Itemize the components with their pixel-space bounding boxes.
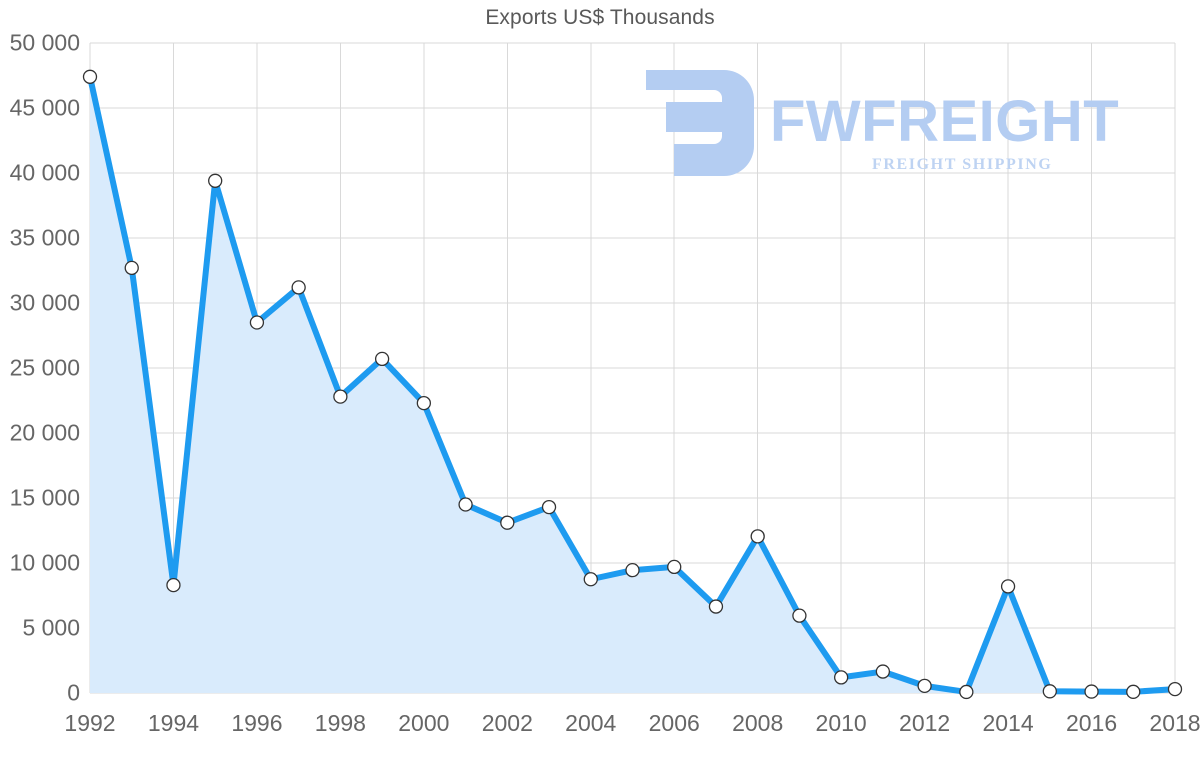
- data-point-marker[interactable]: 2007: 6650: [708, 599, 724, 614]
- y-axis-tick-label: 30 000: [9, 289, 80, 316]
- x-axis-tick-label: 2010: [815, 710, 867, 736]
- data-point-marker[interactable]: 2004: 8750: [583, 572, 598, 587]
- y-axis-tick-label: 35 000: [9, 224, 80, 251]
- data-point-marker[interactable]: 2005: 9450: [625, 563, 640, 578]
- data-point-markers[interactable]: 1992: 47400 1993: 32700 1994: 8300 1995: 39…: [82, 69, 1183, 700]
- data-point-marker[interactable]: 1994: 8300: [166, 577, 181, 593]
- data-point-marker[interactable]: 2002: 13100: [500, 515, 515, 530]
- x-axis-tick-label: 1992: [64, 710, 116, 736]
- data-point-marker[interactable]: 2001: 14500: [458, 497, 473, 512]
- y-axis-tick-label: 15 000: [9, 484, 80, 511]
- data-point-marker[interactable]: 1997: 31200: [291, 280, 306, 295]
- data-point-marker[interactable]: 2012: 550: [917, 678, 932, 693]
- data-point-marker[interactable]: 2013: 80: [959, 684, 974, 700]
- chart-title: Exports US$ Thousands: [485, 6, 715, 29]
- data-point-marker[interactable]: 2010: 1200: [834, 670, 849, 685]
- data-point-marker[interactable]: 2009: 5950: [792, 608, 807, 623]
- x-axis-tick-label: 2014: [982, 710, 1034, 736]
- data-point-marker[interactable]: 1999: 25700: [374, 351, 390, 367]
- x-axis-tick-label: 1998: [314, 710, 366, 736]
- data-point-marker[interactable]: 1992: 47400: [82, 69, 98, 84]
- data-point-marker[interactable]: 1993: 32700: [124, 260, 139, 276]
- data-point-marker[interactable]: 2015: 130: [1042, 684, 1057, 699]
- data-point-marker[interactable]: 2000: 22300: [416, 395, 432, 411]
- data-point-marker[interactable]: 2016: 110: [1084, 684, 1099, 699]
- area-fill: [90, 76, 1175, 694]
- y-axis-tick-label: 25 000: [9, 354, 80, 381]
- data-point-marker[interactable]: 2008: 12050: [750, 529, 765, 544]
- y-axis-tick-label: 20 000: [9, 419, 80, 446]
- data-point-marker[interactable]: 1995: 39400: [208, 173, 223, 188]
- y-axis-tick-label: 40 000: [9, 159, 80, 186]
- x-axis-tick-label: 2006: [648, 710, 700, 736]
- x-axis-tick-label: 2012: [899, 710, 951, 736]
- data-point-marker[interactable]: 2006: 9700: [667, 559, 682, 575]
- x-axis-tick-label: 1996: [231, 710, 283, 736]
- y-axis-tick-label: 5 000: [22, 614, 80, 641]
- data-point-marker[interactable]: 2018: 300: [1167, 681, 1183, 697]
- x-axis-tick-label: 2008: [732, 710, 784, 736]
- y-axis-tick-label: 10 000: [9, 549, 80, 576]
- data-point-marker[interactable]: 2017: 90: [1126, 684, 1141, 699]
- x-axis-tick-label: 2002: [481, 710, 533, 736]
- data-point-marker[interactable]: 1998: 22800: [333, 389, 348, 404]
- x-axis-tick-label: 2004: [565, 710, 617, 736]
- y-axis-tick-label: 50 000: [9, 29, 80, 56]
- y-axis-tick-label: 45 000: [9, 94, 80, 121]
- x-axis-tick-label: 2018: [1149, 710, 1200, 736]
- x-axis-tick-label: 2000: [398, 710, 450, 736]
- data-point-marker[interactable]: 2003: 14300: [541, 499, 557, 515]
- data-point-marker[interactable]: 2011: 1650: [875, 664, 891, 679]
- data-point-marker[interactable]: 1996: 28500: [249, 315, 265, 330]
- x-axis-tick-label: 1994: [147, 710, 200, 736]
- x-axis-tick-label: 2016: [1065, 710, 1118, 736]
- y-axis-tick-label: 0: [67, 679, 80, 706]
